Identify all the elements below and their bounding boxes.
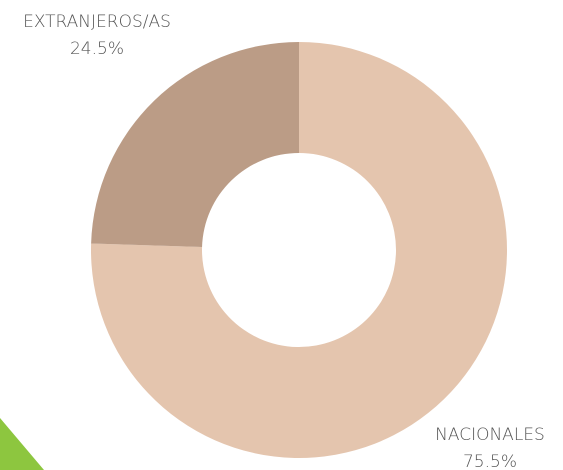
slice-label: EXTRANJEROS/AS xyxy=(23,12,171,32)
donut-slice xyxy=(91,42,300,247)
slice-value-label: 24.5% xyxy=(70,39,124,59)
slice-value-label: 75.5% xyxy=(463,452,517,470)
donut-slice xyxy=(90,42,507,458)
slice-label: NACIONALES xyxy=(435,425,545,445)
corner-decoration xyxy=(0,418,44,470)
